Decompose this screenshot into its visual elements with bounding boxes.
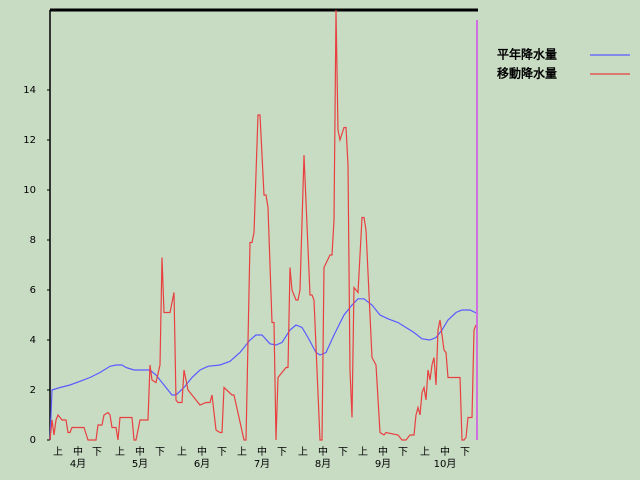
x-tick-label: 上 (115, 446, 125, 458)
x-tick-label: 下 (155, 447, 165, 458)
x-tick-label: 上 (358, 446, 368, 458)
y-tick-label: 14 (23, 85, 36, 96)
month-label: 5月 (132, 458, 148, 470)
x-tick-label: 中 (378, 445, 388, 458)
y-tick-label: 2 (30, 385, 36, 396)
x-tick-label: 上 (420, 446, 430, 458)
x-tick-label: 下 (92, 447, 102, 458)
x-tick-label: 下 (277, 447, 287, 458)
y-tick-label: 4 (30, 335, 36, 346)
series-line (49, 9, 477, 441)
x-tick-label: 上 (53, 446, 63, 458)
month-label: 6月 (194, 458, 210, 470)
x-tick-label: 中 (318, 445, 328, 458)
legend-label: 平年降水量 (497, 47, 557, 62)
x-tick-label: 上 (237, 446, 247, 458)
month-label: 9月 (375, 458, 391, 470)
x-tick-label: 中 (73, 445, 83, 458)
y-tick-label: 12 (23, 135, 36, 146)
x-tick-label: 中 (440, 445, 450, 458)
series-line (49, 298, 479, 441)
y-tick-label: 6 (30, 285, 36, 296)
x-tick-label: 下 (217, 447, 227, 458)
x-tick-label: 上 (177, 446, 187, 458)
month-label: 7月 (254, 458, 270, 470)
x-tick-label: 中 (135, 445, 145, 458)
x-tick-label: 下 (398, 447, 408, 458)
y-tick-label: 10 (23, 185, 36, 196)
y-tick-label: 8 (30, 235, 36, 246)
x-tick-label: 中 (257, 445, 267, 458)
month-label: 4月 (70, 458, 86, 470)
month-label: 10月 (434, 458, 457, 470)
x-tick-label: 上 (298, 446, 308, 458)
x-tick-label: 下 (460, 447, 470, 458)
y-tick-label: 0 (30, 435, 36, 446)
x-tick-label: 下 (338, 447, 348, 458)
month-label: 8月 (315, 458, 331, 470)
x-tick-label: 中 (197, 445, 207, 458)
legend-label: 移動降水量 (497, 66, 557, 81)
